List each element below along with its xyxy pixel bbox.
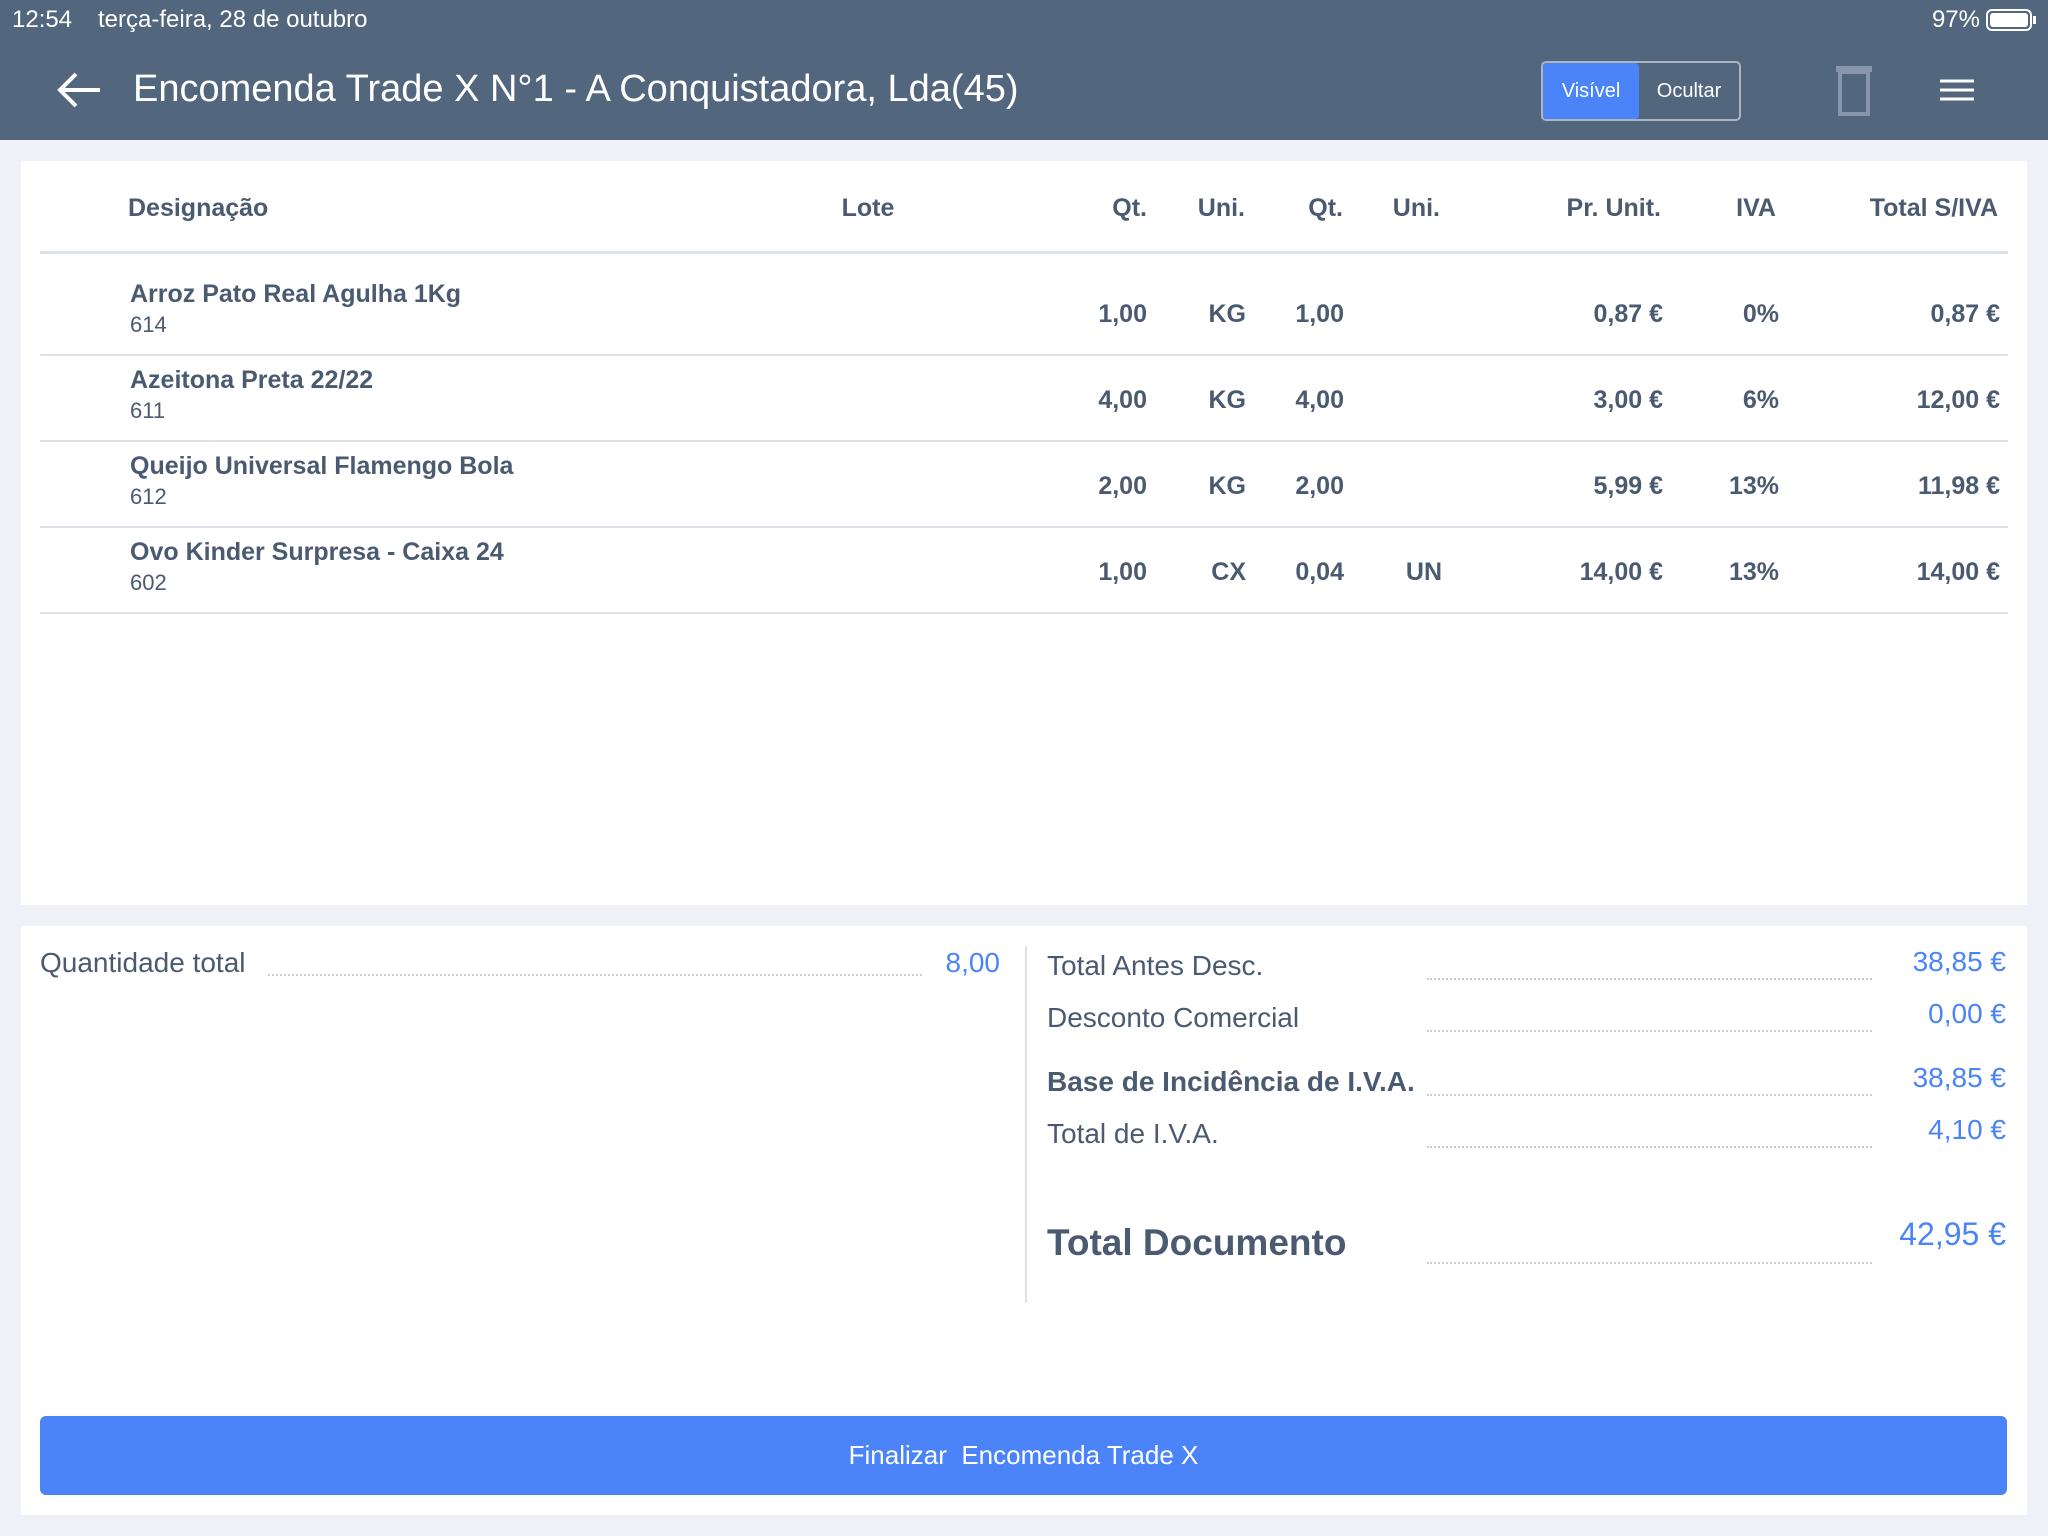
row-rule	[40, 440, 2008, 442]
column-header: Qt.	[1308, 194, 1343, 222]
cell-qty: 4,00	[1098, 386, 1147, 414]
column-header: Uni.	[1392, 194, 1440, 222]
finalize-button[interactable]: Finalizar Encomenda Trade X	[40, 1416, 2007, 1495]
toggle-hide[interactable]: Ocultar	[1656, 80, 1722, 102]
cell-unit: KG	[1208, 300, 1247, 328]
battery-icon	[1986, 9, 2036, 31]
cell-vat: 0%	[1742, 300, 1779, 328]
column-header: Designação	[128, 194, 269, 222]
cell-total: 11,98 €	[1917, 472, 2000, 500]
divider	[1025, 946, 1027, 1303]
delete-button[interactable]	[1834, 62, 1874, 118]
item-code: 602	[130, 570, 167, 595]
status-date: terça-feira, 28 de outubro	[98, 6, 368, 33]
cell-qty: 2,00	[1098, 472, 1147, 500]
cell-unit: KG	[1208, 472, 1247, 500]
column-header: IVA	[1736, 194, 1776, 222]
cell-qty2: 0,04	[1295, 558, 1344, 586]
row-rule	[40, 526, 2008, 528]
cell-unit: KG	[1208, 386, 1247, 414]
cell-price: 5,99 €	[1593, 472, 1663, 500]
status-battery: 97%	[1931, 6, 1980, 33]
item-name: Azeitona Preta 22/22	[130, 366, 374, 394]
cell-vat: 6%	[1742, 386, 1779, 414]
row-rule	[40, 612, 2008, 614]
item-name: Arroz Pato Real Agulha 1Kg	[130, 280, 462, 308]
table-card	[21, 161, 2027, 905]
cell-price: 3,00 €	[1593, 386, 1663, 414]
dots	[1427, 1094, 1872, 1096]
row-rule	[40, 354, 2008, 356]
column-header: Uni.	[1197, 194, 1245, 222]
total-label: Total Antes Desc.	[1047, 950, 1264, 981]
header-bar	[0, 0, 2048, 140]
dots	[1427, 1146, 1872, 1148]
cell-total: 14,00 €	[1916, 558, 2000, 586]
item-name: Ovo Kinder Surpresa - Caixa 24	[130, 538, 504, 566]
cell-total: 0,87 €	[1930, 300, 2000, 328]
cell-qty2: 2,00	[1295, 472, 1344, 500]
item-code: 611	[130, 398, 166, 423]
total-value: 38,85 €	[1912, 1062, 2006, 1093]
total-label: Base de Incidência de I.V.A.	[1047, 1066, 1415, 1097]
item-code: 614	[130, 312, 167, 337]
dots	[1427, 1262, 1872, 1264]
cell-price: 0,87 €	[1593, 300, 1663, 328]
toggle-visible[interactable]: Visível	[1543, 63, 1639, 119]
cell-unit: CX	[1211, 558, 1246, 586]
dots	[268, 974, 922, 976]
dots	[1427, 978, 1872, 980]
total-value: 4,10 €	[1928, 1114, 2006, 1145]
column-header: Total S/IVA	[1869, 194, 1998, 222]
cell-total: 12,00 €	[1916, 386, 2000, 414]
total-label: Desconto Comercial	[1047, 1002, 1300, 1033]
column-header: Qt.	[1112, 194, 1147, 222]
item-code: 612	[130, 484, 167, 509]
cell-qty: 1,00	[1098, 558, 1147, 586]
cell-qty: 1,00	[1098, 300, 1147, 328]
total-value: 0,00 €	[1928, 998, 2006, 1029]
toggle	[1541, 61, 1741, 121]
page-title: Encomenda Trade X N°1 - A Conquistadora,…	[133, 68, 1019, 110]
total-value: 38,85 €	[1912, 946, 2006, 977]
total-value: 42,95 €	[1899, 1216, 2006, 1252]
cell-qty2: 4,00	[1295, 386, 1344, 414]
dots	[1427, 1030, 1872, 1032]
cell-price: 14,00 €	[1579, 558, 1663, 586]
column-header: Pr. Unit.	[1566, 194, 1661, 222]
item-name: Queijo Universal Flamengo Bola	[130, 452, 514, 480]
column-header: Lote	[841, 194, 895, 222]
cell-unit2: UN	[1405, 558, 1442, 586]
quantity-label: Quantidade total	[40, 947, 246, 978]
back-button[interactable]	[56, 70, 102, 110]
total-label: Total de I.V.A.	[1047, 1118, 1219, 1149]
menu-button[interactable]	[1940, 78, 1974, 102]
total-label: Total Documento	[1047, 1222, 1347, 1263]
cell-vat: 13%	[1728, 558, 1779, 586]
quantity-value: 8,00	[945, 947, 1001, 978]
cell-qty2: 1,00	[1295, 300, 1344, 328]
status-time: 12:54	[12, 6, 73, 33]
cell-vat: 13%	[1728, 472, 1779, 500]
header-rule	[40, 251, 2008, 254]
